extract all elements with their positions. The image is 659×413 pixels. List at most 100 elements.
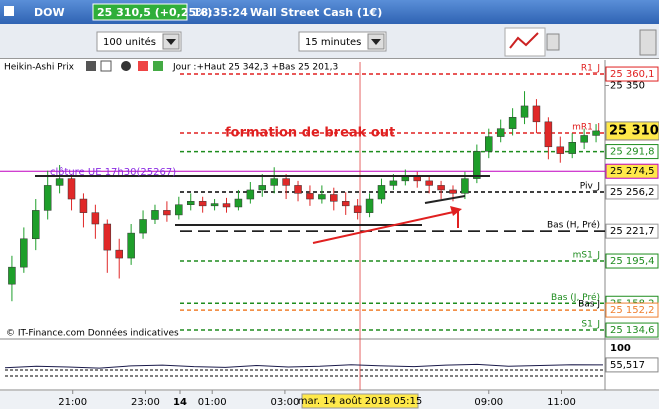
level-box: [605, 144, 659, 160]
level-name: S1_J: [581, 320, 600, 330]
last-price: 25 310,: [609, 123, 659, 138]
symbol: DOW: [34, 6, 65, 19]
level-name: Piv_J: [580, 181, 600, 191]
candle-body: [532, 105, 541, 123]
level-box: [605, 322, 659, 338]
dropdown-button[interactable]: [546, 33, 560, 51]
indicator-value: 55,517: [610, 360, 645, 371]
drawn-line: [424, 195, 466, 204]
candle-body: [20, 238, 28, 268]
candle-body: [353, 205, 362, 213]
scroll-button[interactable]: [639, 29, 657, 56]
candle-body: [43, 185, 52, 211]
level-name: mR1_J: [572, 122, 600, 132]
indicator-line: [4, 363, 604, 369]
candle-body: [186, 201, 195, 205]
level-value: 25 152,2: [610, 305, 655, 316]
level-box: [605, 302, 659, 318]
candle-body: [222, 203, 231, 208]
level-box: [605, 223, 659, 239]
candle-body: [79, 198, 88, 213]
close-icon[interactable]: [121, 61, 131, 71]
level-value: 25 291,8: [610, 147, 655, 158]
annotation: clôture UE 17h30(25267): [50, 166, 176, 178]
chart-label: Heikin-Ashi Prix: [4, 63, 75, 73]
x-tick-label: 23:00: [131, 397, 160, 408]
candle-body: [210, 203, 219, 207]
candle-body: [8, 266, 16, 285]
level-value: 25 256,2: [610, 187, 655, 198]
footer: © IT-Finance.com Données indicatives: [6, 328, 179, 339]
tool-icon[interactable]: [86, 61, 96, 71]
instrument: Wall Street Cash (1€): [250, 6, 382, 19]
candle-body: [437, 185, 445, 191]
level-value: 25 221,7: [610, 226, 655, 237]
candle-body: [473, 151, 481, 179]
level-value: 25 360,1: [610, 69, 655, 80]
level-name: Bas (H, Pré): [547, 220, 600, 231]
quote: 25 310,5 (+0,25%): [97, 6, 212, 19]
x-tick-label: 21:00: [58, 397, 87, 408]
candle-body: [544, 121, 553, 148]
candle-body: [115, 249, 123, 259]
crosshair-box: [301, 393, 419, 409]
candle-body: [496, 128, 505, 137]
x-tick-label: 03:00: [271, 397, 300, 408]
level-box: [605, 163, 659, 179]
candle-body: [556, 146, 565, 154]
candle-body: [341, 201, 350, 207]
candle-body: [580, 135, 588, 143]
quote-box: [92, 3, 188, 21]
quantity-select[interactable]: [96, 31, 182, 52]
candle-body: [55, 178, 64, 186]
candle-body: [520, 105, 529, 118]
candle-body: [258, 185, 267, 191]
candle-body: [139, 219, 147, 234]
candle-body: [198, 201, 207, 207]
period-select[interactable]: [298, 31, 387, 52]
chart-type-button[interactable]: [504, 27, 546, 57]
candle-body: [67, 178, 76, 200]
candle-body: [294, 185, 302, 194]
candle-body: [568, 142, 576, 154]
candle-body: [175, 204, 183, 216]
tool-icon[interactable]: [153, 61, 163, 71]
x-tick-label: 01:00: [198, 397, 227, 408]
window-icon[interactable]: [4, 6, 14, 16]
tool-icon[interactable]: [138, 61, 148, 71]
tool-icon[interactable]: [100, 60, 112, 72]
level-name: R1_J: [581, 64, 600, 74]
candle-body: [163, 210, 171, 216]
level-value: 25 195,4: [610, 256, 655, 267]
arrow: [312, 210, 459, 244]
candle-body: [246, 189, 255, 200]
candle-body: [401, 176, 410, 182]
candle-body: [413, 176, 421, 182]
candle-body: [306, 193, 314, 200]
candle-body: [449, 189, 457, 194]
candle-body: [425, 180, 433, 186]
candle-body: [91, 212, 100, 225]
candle-body: [151, 210, 159, 220]
period: 15 minutes: [305, 37, 361, 48]
time: 18:35:24: [193, 6, 248, 19]
candle-body: [461, 178, 469, 194]
crosshair-label: mar. 14 août 2018 05:15: [298, 395, 422, 407]
level-name: mS1_J: [573, 251, 600, 261]
indicator-tick: 100: [610, 343, 631, 354]
x-tick-label: 14: [173, 397, 187, 408]
candle-body: [32, 210, 40, 240]
last-price-box: [605, 121, 659, 141]
candle-body: [508, 117, 517, 129]
level-value: 25 274,5: [610, 166, 655, 177]
candle-body: [377, 185, 386, 200]
indicator-box: [605, 357, 659, 373]
candle-body: [330, 194, 338, 202]
candle-body: [270, 178, 278, 186]
candle-body: [282, 178, 290, 186]
candle-body: [127, 232, 135, 259]
quantity: 100 unités: [103, 36, 156, 48]
y-tick-label: 25 350: [610, 81, 645, 92]
x-tick-label: 11:00: [547, 397, 576, 408]
